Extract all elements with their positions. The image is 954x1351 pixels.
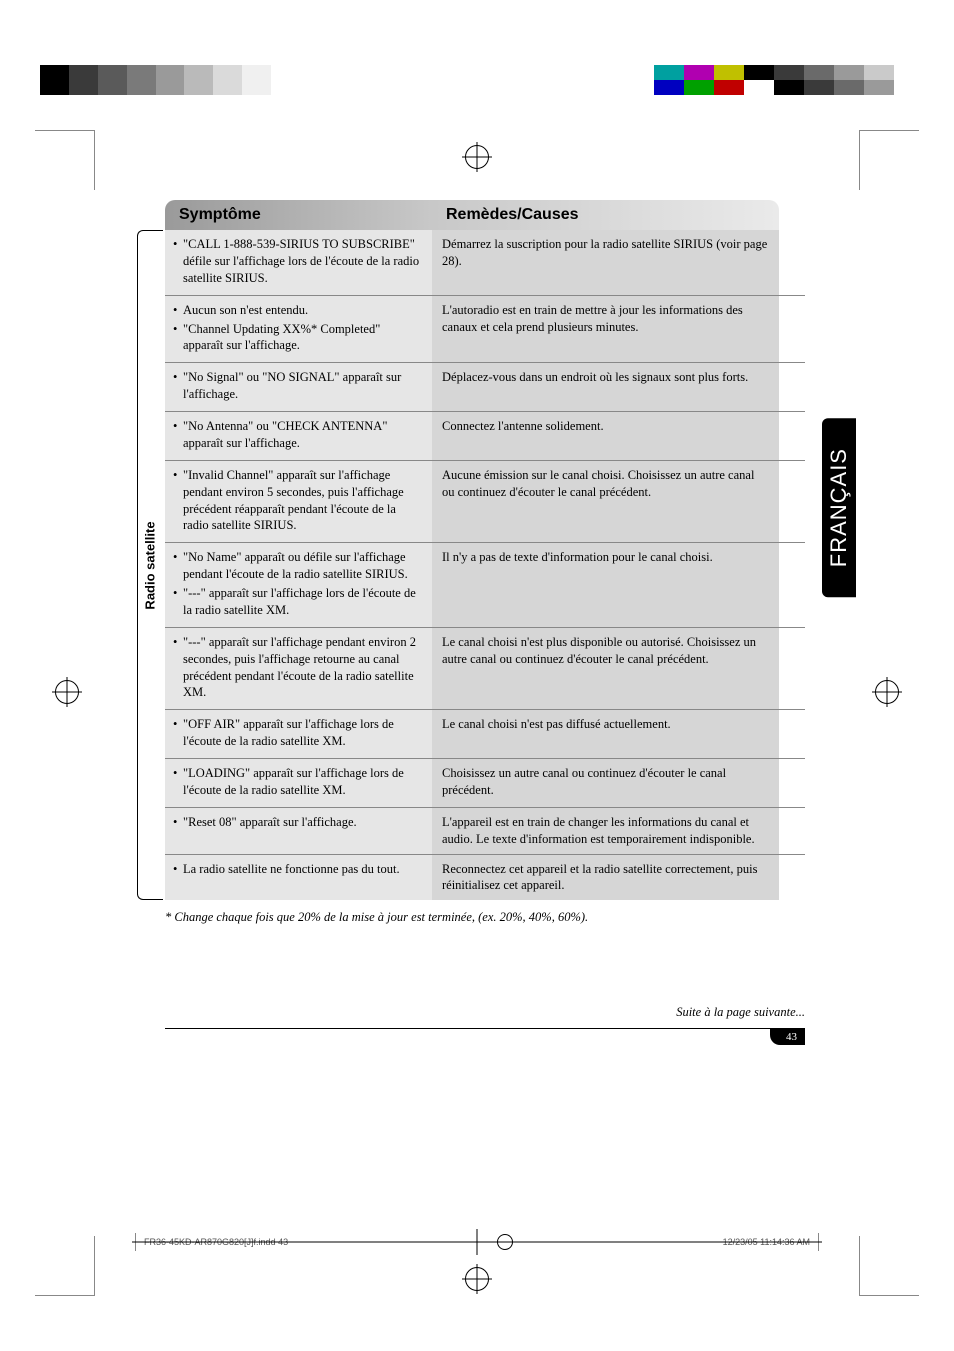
symptom-cell: •"Reset 08" apparaît sur l'affichage.: [165, 808, 432, 854]
remedy-cell: L'autoradio est en train de mettre à jou…: [432, 296, 779, 363]
remedy-cell: Le canal choisi n'est plus disponible ou…: [432, 628, 779, 710]
table-row: •La radio satellite ne fonctionne pas du…: [165, 855, 805, 901]
symptom-item: •"No Name" apparaît ou défile sur l'affi…: [173, 549, 422, 583]
symptom-item: •Aucun son n'est entendu.: [173, 302, 422, 319]
footnote: * Change chaque fois que 20% de la mise …: [165, 910, 805, 925]
colorbar-right-top: [654, 65, 914, 80]
symptom-item: •"---" apparaît sur l'affichage lors de …: [173, 585, 422, 619]
bullet-icon: •: [173, 467, 183, 535]
category-tab-label: Radio satellite: [143, 521, 158, 609]
bullet-icon: •: [173, 765, 183, 799]
symptom-text: "No Antenna" ou "CHECK ANTENNA" apparaît…: [183, 418, 422, 452]
symptom-text: "Channel Updating XX%* Completed" appara…: [183, 321, 422, 355]
header-remedy: Remèdes/Causes: [432, 200, 779, 230]
symptom-item: •"Channel Updating XX%* Completed" appar…: [173, 321, 422, 355]
symptom-cell: •"No Antenna" ou "CHECK ANTENNA" apparaî…: [165, 412, 432, 460]
registration-mark-icon: [55, 680, 79, 704]
table-row: •"CALL 1-888-539-SIRIUS TO SUBSCRIBE" dé…: [165, 230, 805, 296]
table-header-row: Symptôme Remèdes/Causes: [165, 200, 805, 230]
remedy-cell: Il n'y a pas de texte d'information pour…: [432, 543, 779, 627]
bullet-icon: •: [173, 634, 183, 702]
table-row: •"Invalid Channel" apparaît sur l'affich…: [165, 461, 805, 544]
bullet-icon: •: [173, 321, 183, 355]
symptom-item: •"---" apparaît sur l'affichage pendant …: [173, 634, 422, 702]
symptom-item: •"No Antenna" ou "CHECK ANTENNA" apparaî…: [173, 418, 422, 452]
colorbar-left: [40, 65, 300, 95]
header-symptom: Symptôme: [165, 200, 432, 230]
symptom-cell: •"---" apparaît sur l'affichage pendant …: [165, 628, 432, 710]
print-registration-top: [0, 0, 954, 160]
symptom-cell: •"No Signal" ou "NO SIGNAL" apparaît sur…: [165, 363, 432, 411]
symptom-item: •"Reset 08" apparaît sur l'affichage.: [173, 814, 422, 831]
page-content: Symptôme Remèdes/Causes Radio satellite …: [165, 200, 805, 1045]
bullet-icon: •: [173, 861, 183, 878]
symptom-text: "Reset 08" apparaît sur l'affichage.: [183, 814, 422, 831]
language-tab: FRANÇAIS: [822, 418, 856, 597]
table-row: •"---" apparaît sur l'affichage pendant …: [165, 628, 805, 711]
registration-mark-icon: [465, 1267, 489, 1291]
print-footer: FR36-45KD-AR870G820[J]f.indd 43 12/23/05…: [135, 1233, 819, 1251]
page-footer-rule: 43: [165, 1028, 805, 1045]
symptom-text: "LOADING" apparaît sur l'affichage lors …: [183, 765, 422, 799]
remedy-cell: L'appareil est en train de changer les i…: [432, 808, 779, 854]
bullet-icon: •: [173, 418, 183, 452]
symptom-text: "Invalid Channel" apparaît sur l'afficha…: [183, 467, 422, 535]
symptom-cell: •"Invalid Channel" apparaît sur l'affich…: [165, 461, 432, 543]
crop-mark: [859, 130, 919, 190]
symptom-cell: •Aucun son n'est entendu.•"Channel Updat…: [165, 296, 432, 363]
symptom-text: "CALL 1-888-539-SIRIUS TO SUBSCRIBE" déf…: [183, 236, 422, 287]
colorbar-right-wrap: [654, 65, 914, 95]
symptom-cell: •"LOADING" apparaît sur l'affichage lors…: [165, 759, 432, 807]
symptom-item: •"Invalid Channel" apparaît sur l'affich…: [173, 467, 422, 535]
symptom-text: La radio satellite ne fonctionne pas du …: [183, 861, 422, 878]
symptom-text: Aucun son n'est entendu.: [183, 302, 422, 319]
bullet-icon: •: [173, 302, 183, 319]
bullet-icon: •: [173, 814, 183, 831]
remedy-cell: Déplacez-vous dans un endroit où les sig…: [432, 363, 779, 411]
table-row: •"LOADING" apparaît sur l'affichage lors…: [165, 759, 805, 808]
remedy-cell: Démarrez la suscription pour la radio sa…: [432, 230, 779, 295]
registration-mark-icon: [465, 145, 489, 169]
symptom-item: •"CALL 1-888-539-SIRIUS TO SUBSCRIBE" dé…: [173, 236, 422, 287]
symptom-text: "No Name" apparaît ou défile sur l'affic…: [183, 549, 422, 583]
symptom-item: •"OFF AIR" apparaît sur l'affichage lors…: [173, 716, 422, 750]
crop-mark: [859, 1236, 919, 1296]
symptom-text: "---" apparaît sur l'affichage lors de l…: [183, 585, 422, 619]
category-tab: Radio satellite: [137, 230, 163, 900]
symptom-cell: •"OFF AIR" apparaît sur l'affichage lors…: [165, 710, 432, 758]
symptom-item: •"LOADING" apparaît sur l'affichage lors…: [173, 765, 422, 799]
continue-text: Suite à la page suivante...: [165, 1005, 805, 1020]
table-row: •"OFF AIR" apparaît sur l'affichage lors…: [165, 710, 805, 759]
bullet-icon: •: [173, 585, 183, 619]
colorbar-right-bottom: [654, 80, 914, 95]
remedy-cell: Le canal choisi n'est pas diffusé actuel…: [432, 710, 779, 758]
crop-mark: [35, 130, 95, 190]
symptom-text: "OFF AIR" apparaît sur l'affichage lors …: [183, 716, 422, 750]
remedy-cell: Reconnectez cet appareil et la radio sat…: [432, 855, 779, 901]
crop-mark: [35, 1236, 95, 1296]
registration-mark-icon: [497, 1234, 513, 1250]
symptom-item: •La radio satellite ne fonctionne pas du…: [173, 861, 422, 878]
table-row: •Aucun son n'est entendu.•"Channel Updat…: [165, 296, 805, 364]
table-row: •"No Signal" ou "NO SIGNAL" apparaît sur…: [165, 363, 805, 412]
symptom-text: "No Signal" ou "NO SIGNAL" apparaît sur …: [183, 369, 422, 403]
table-row: •"No Name" apparaît ou défile sur l'affi…: [165, 543, 805, 628]
table-row: •"No Antenna" ou "CHECK ANTENNA" apparaî…: [165, 412, 805, 461]
symptom-text: "---" apparaît sur l'affichage pendant e…: [183, 634, 422, 702]
bullet-icon: •: [173, 716, 183, 750]
bullet-icon: •: [173, 236, 183, 287]
remedy-cell: Choisissez un autre canal ou continuez d…: [432, 759, 779, 807]
registration-mark-icon: [875, 680, 899, 704]
bullet-icon: •: [173, 549, 183, 583]
bullet-icon: •: [173, 369, 183, 403]
symptom-cell: •La radio satellite ne fonctionne pas du…: [165, 855, 432, 901]
page-number: 43: [770, 1029, 805, 1045]
table-row: •"Reset 08" apparaît sur l'affichage. L'a…: [165, 808, 805, 855]
symptom-item: •"No Signal" ou "NO SIGNAL" apparaît sur…: [173, 369, 422, 403]
symptom-cell: •"No Name" apparaît ou défile sur l'affi…: [165, 543, 432, 627]
remedy-cell: Aucune émission sur le canal choisi. Cho…: [432, 461, 779, 543]
table-body: Radio satellite •"CALL 1-888-539-SIRIUS …: [165, 230, 805, 900]
symptom-cell: •"CALL 1-888-539-SIRIUS TO SUBSCRIBE" dé…: [165, 230, 432, 295]
remedy-cell: Connectez l'antenne solidement.: [432, 412, 779, 460]
